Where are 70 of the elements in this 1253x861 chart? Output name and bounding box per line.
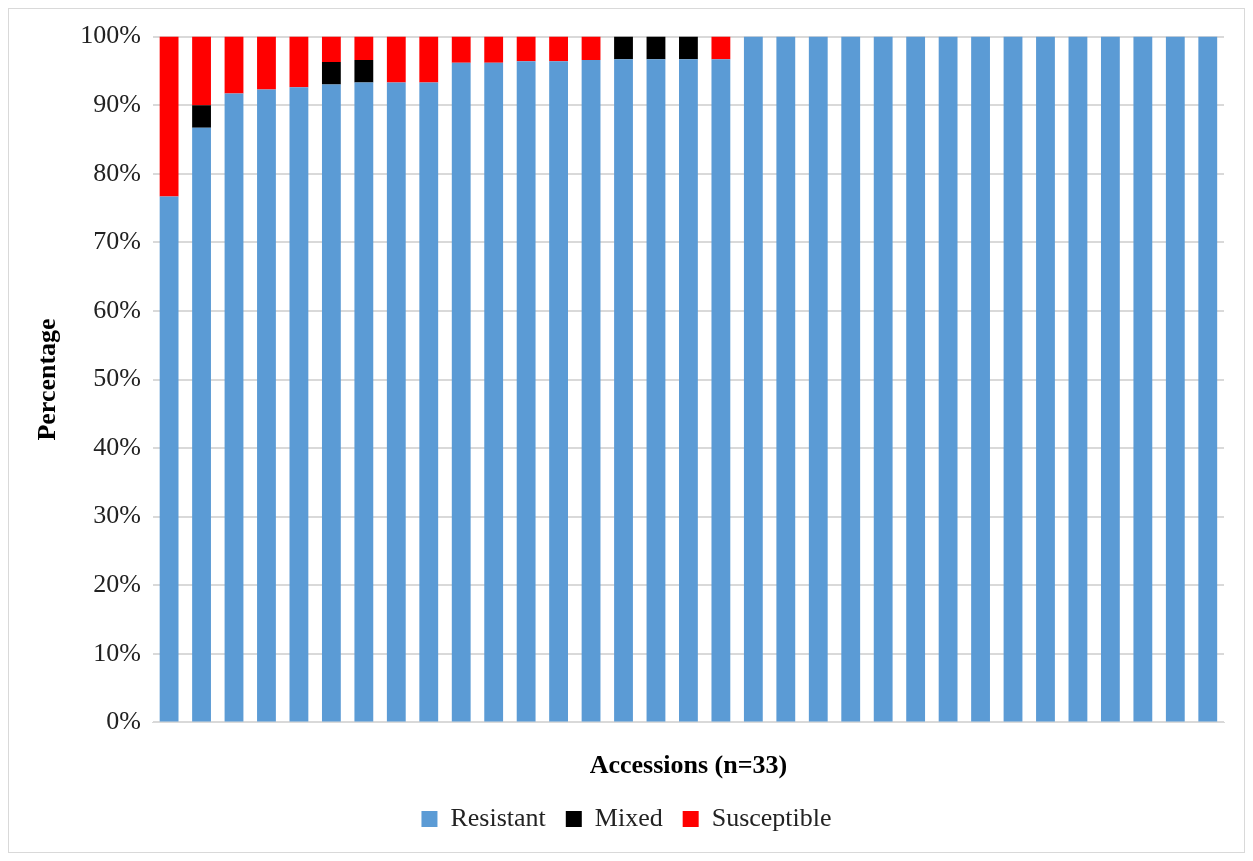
bar bbox=[321, 36, 341, 62]
bar bbox=[257, 36, 276, 90]
y-tick-label: 40% bbox=[93, 431, 141, 461]
y-tick-label: 100% bbox=[80, 20, 141, 50]
bar bbox=[451, 36, 471, 63]
bar bbox=[549, 36, 569, 62]
bar bbox=[646, 36, 666, 60]
bar bbox=[614, 36, 633, 60]
bar bbox=[192, 36, 211, 106]
bar bbox=[1068, 36, 1088, 722]
bar bbox=[224, 36, 244, 94]
bar bbox=[159, 196, 179, 722]
bar bbox=[711, 36, 731, 60]
bar bbox=[808, 36, 828, 722]
bar bbox=[321, 61, 341, 85]
bar bbox=[419, 36, 439, 83]
bar bbox=[451, 62, 471, 722]
bar bbox=[1165, 36, 1185, 722]
y-tick-label: 70% bbox=[93, 226, 141, 256]
y-axis-title: Percentage bbox=[32, 318, 62, 441]
bar bbox=[159, 36, 179, 197]
bar bbox=[1133, 36, 1153, 722]
bar bbox=[938, 36, 958, 722]
bar bbox=[516, 61, 536, 722]
bar bbox=[192, 105, 211, 128]
bar bbox=[386, 82, 406, 722]
bar bbox=[257, 89, 276, 722]
bar bbox=[743, 36, 763, 722]
bar bbox=[1003, 36, 1023, 722]
bar bbox=[841, 36, 861, 722]
y-tick-label: 60% bbox=[93, 294, 141, 324]
bar bbox=[386, 36, 406, 83]
bar bbox=[711, 59, 731, 722]
y-tick-label: 20% bbox=[93, 569, 141, 599]
bar bbox=[679, 59, 698, 722]
y-tick-label: 30% bbox=[93, 500, 141, 530]
x-axis-title: Accessions (n=33) bbox=[589, 750, 788, 780]
bar bbox=[549, 61, 569, 722]
bar bbox=[614, 59, 633, 722]
bar bbox=[419, 82, 439, 722]
y-tick-label: 50% bbox=[93, 363, 141, 393]
y-tick-label: 90% bbox=[93, 89, 141, 119]
bar bbox=[484, 62, 504, 722]
bar bbox=[776, 36, 796, 722]
legend-label: Susceptible bbox=[711, 802, 832, 832]
bar bbox=[321, 84, 341, 722]
bar bbox=[971, 36, 990, 722]
y-tick-label: 10% bbox=[93, 637, 141, 667]
bar bbox=[906, 36, 926, 722]
bar bbox=[1036, 36, 1055, 722]
y-tick-label: 80% bbox=[93, 157, 141, 187]
bar bbox=[354, 59, 374, 83]
bar bbox=[679, 36, 698, 60]
bar bbox=[1198, 36, 1218, 722]
bar bbox=[873, 36, 893, 722]
legend-label: Mixed bbox=[594, 802, 663, 832]
bar bbox=[224, 93, 244, 722]
bar bbox=[192, 127, 211, 722]
bar bbox=[581, 59, 601, 722]
y-tick-label: 0% bbox=[106, 706, 141, 736]
bar bbox=[289, 36, 309, 88]
legend-label: Resistant bbox=[450, 802, 547, 832]
bar bbox=[516, 36, 536, 62]
bar bbox=[354, 82, 374, 722]
bar bbox=[354, 36, 374, 60]
bar bbox=[581, 36, 601, 60]
bar bbox=[646, 59, 666, 722]
bar bbox=[1100, 36, 1120, 722]
bar bbox=[289, 87, 309, 722]
bar bbox=[484, 36, 504, 63]
